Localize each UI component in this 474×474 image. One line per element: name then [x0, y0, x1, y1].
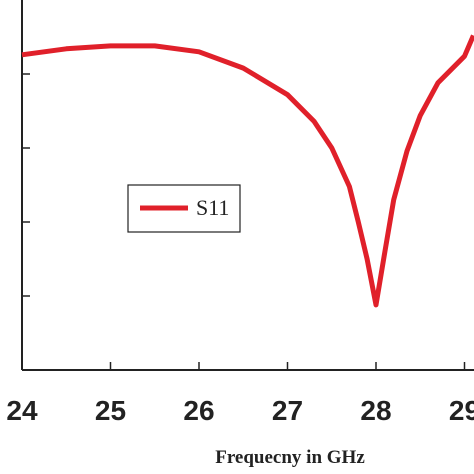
x-tick-label: 27 — [272, 395, 303, 426]
x-tick-label: 25 — [95, 395, 126, 426]
x-tick-label: 29 — [449, 395, 474, 426]
x-tick-label: 28 — [360, 395, 391, 426]
legend-label: S11 — [196, 195, 229, 220]
x-axis-label: Frequecny in GHz — [215, 447, 365, 468]
line-series — [21, 34, 474, 308]
x-tick-label: 26 — [183, 395, 214, 426]
x-tick-label: 24 — [6, 395, 38, 426]
